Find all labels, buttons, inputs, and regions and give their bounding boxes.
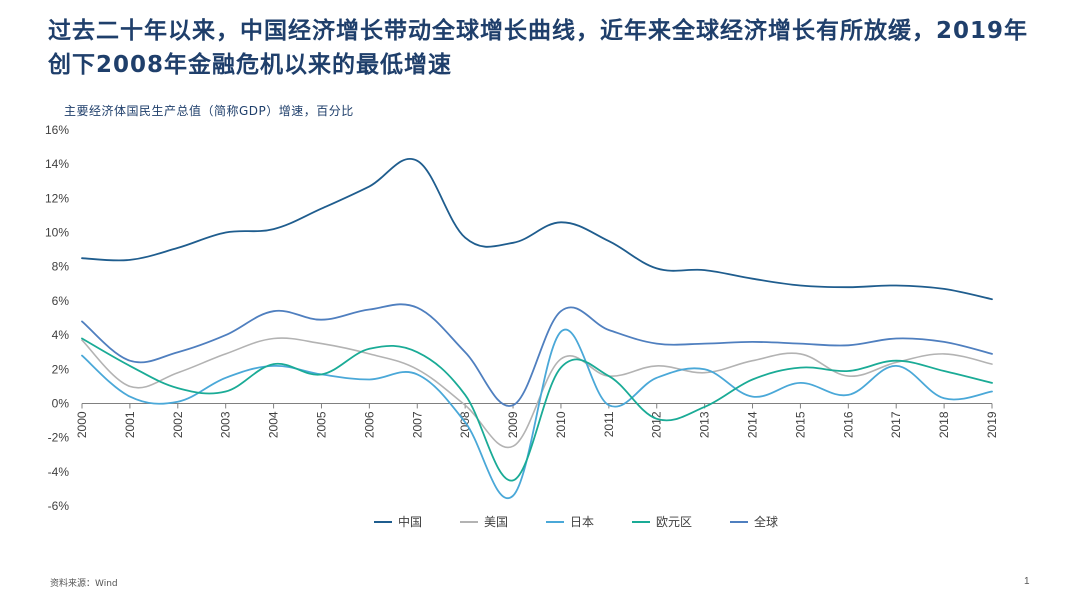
x-tick-label: 2005 [314, 411, 328, 438]
x-tick-label: 2010 [554, 411, 568, 438]
series-lines [81, 158, 993, 500]
y-tick-label: 16% [45, 123, 69, 137]
x-tick-label: 2001 [123, 411, 137, 438]
source-note: 资料来源：Wind [50, 579, 118, 589]
y-tick-label: 10% [45, 226, 69, 240]
legend-label: 欧元区 [656, 515, 692, 529]
legend-label: 全球 [754, 514, 778, 529]
series-line-1 [81, 337, 993, 449]
series-line-3 [81, 337, 993, 482]
legend-label: 日本 [570, 515, 594, 529]
y-tick-label: 8% [52, 260, 70, 274]
x-tick-label: 2003 [219, 411, 233, 438]
y-tick-label: -6% [48, 499, 70, 513]
x-tick-label: 2007 [410, 411, 424, 438]
legend-label: 中国 [398, 514, 422, 529]
series-line-0 [81, 158, 993, 301]
x-tick-label: 2000 [75, 411, 89, 438]
series-line-4 [81, 303, 993, 407]
x-tick-label: 2018 [937, 411, 951, 438]
y-tick-label: 0% [52, 396, 70, 410]
page-number: 1 [1024, 576, 1030, 587]
series-line-2 [81, 328, 993, 500]
x-tick-label: 2004 [267, 411, 281, 438]
x-tick-label: 2017 [889, 411, 903, 438]
y-tick-label: 4% [52, 328, 70, 342]
x-tick-label: 2009 [506, 411, 520, 438]
x-axis: 2000 2001 2002 2003 2004 2005 2006 2007 2008 2009… [75, 402, 999, 438]
x-tick-label: 2014 [746, 411, 760, 438]
y-tick-label: 2% [52, 362, 70, 376]
legend: 中国 美国 日本 欧元区 全球 [374, 514, 778, 529]
legend-label: 美国 [484, 515, 508, 529]
y-tick-label: 12% [45, 191, 69, 205]
y-tick-label: -2% [48, 431, 70, 445]
y-tick-label: 6% [52, 294, 70, 308]
x-tick-label: 2006 [362, 411, 376, 438]
y-axis: -6% -4% -2% 0% 2% 4% 6% 8% 10% 12% 14% 16% [45, 123, 69, 513]
x-tick-label: 2012 [650, 411, 664, 438]
x-tick-label: 2011 [602, 411, 616, 437]
x-tick-label: 2015 [793, 411, 807, 438]
x-tick-label: 2019 [985, 411, 999, 438]
slide-title: 过去二十年以来，中国经济增长带动全球增长曲线，近年来全球经济增长有所放缓，201… [48, 18, 1029, 78]
x-tick-label: 2016 [841, 411, 855, 438]
y-tick-label: -4% [48, 465, 70, 479]
x-tick-label: 2013 [698, 411, 712, 438]
y-tick-label: 14% [45, 157, 69, 171]
chart-title: 主要经济体国民生产总值（简称GDP）增速，百分比 [64, 104, 354, 118]
x-tick-label: 2002 [171, 411, 185, 438]
